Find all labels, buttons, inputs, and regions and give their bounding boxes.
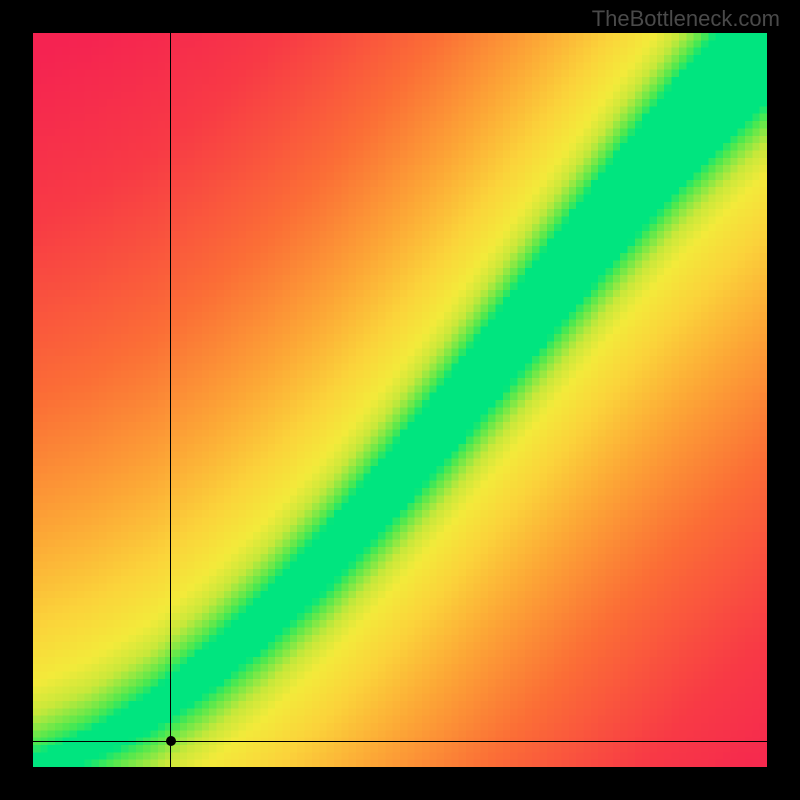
crosshair-marker xyxy=(166,736,176,746)
heatmap-canvas xyxy=(33,33,767,767)
heatmap-plot xyxy=(33,33,767,767)
watermark-text: TheBottleneck.com xyxy=(592,6,780,32)
crosshair-vertical xyxy=(170,33,171,767)
crosshair-horizontal xyxy=(33,741,767,742)
